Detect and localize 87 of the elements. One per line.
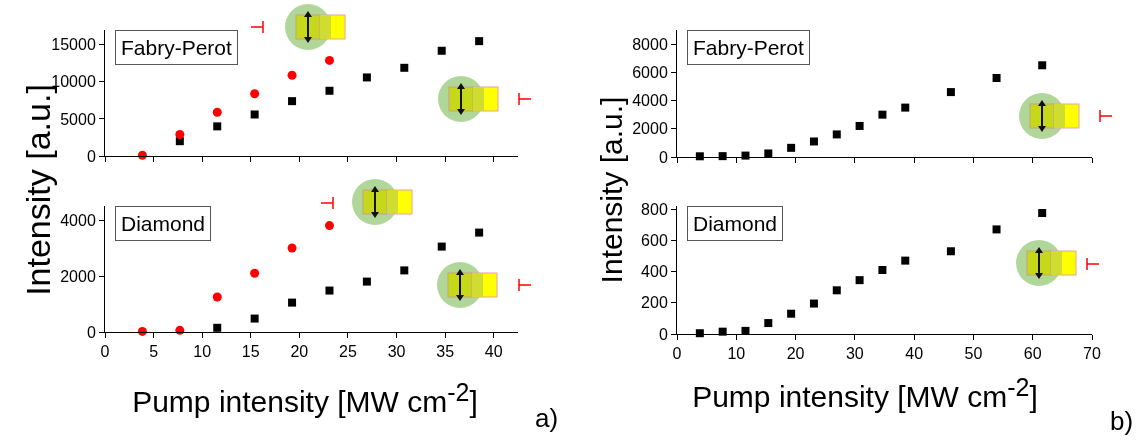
point [213, 323, 222, 332]
point [400, 63, 409, 72]
text: b) [1110, 406, 1134, 436]
annotation: Fabry-Perot [121, 36, 233, 59]
point [787, 309, 796, 318]
point [855, 121, 864, 130]
point [324, 221, 334, 231]
point [901, 103, 910, 112]
point [288, 97, 297, 106]
y-tick-label: 0 [658, 325, 668, 343]
annotation: Diamond [693, 212, 778, 235]
y-tick-label: 400 [641, 263, 668, 281]
point [878, 266, 887, 274]
x-tick-label: 10 [727, 345, 746, 363]
y-tick-label: 5000 [60, 110, 96, 128]
point [946, 88, 955, 97]
x-tick-label: 40 [484, 343, 503, 361]
point [809, 299, 818, 308]
point [437, 242, 446, 251]
y-tick-label: 200 [641, 294, 668, 312]
point [832, 130, 841, 139]
point [212, 107, 222, 117]
annotation: Fabry-Perot [693, 36, 805, 59]
point [250, 268, 260, 278]
point [212, 292, 222, 302]
point [878, 110, 887, 119]
y-tick-label: 2000 [632, 120, 668, 138]
point [250, 110, 259, 119]
point [1038, 209, 1047, 218]
point [992, 225, 1001, 234]
x-tick-label: 0 [672, 345, 682, 363]
x-tick-label: 30 [845, 345, 864, 363]
point [437, 46, 446, 55]
point [764, 149, 773, 158]
point [362, 277, 371, 286]
point [324, 55, 334, 65]
x-tick-label: 40 [905, 345, 924, 363]
point [992, 73, 1001, 82]
y-tick-label: 0 [86, 323, 96, 341]
point [901, 256, 910, 265]
text: a) [535, 403, 559, 433]
point [787, 143, 796, 152]
x-tick-label: 30 [387, 343, 406, 361]
x-tick-label: 25 [339, 343, 357, 361]
y-tick-label: 4000 [632, 92, 668, 110]
y-tick-label: 0 [86, 147, 96, 165]
x-tick-label: 0 [100, 343, 110, 361]
point [325, 286, 334, 295]
y-tick-label: 15000 [51, 36, 96, 54]
point [287, 243, 297, 253]
x-tick-label: 10 [193, 343, 212, 361]
y-tick-label: 800 [641, 200, 668, 218]
point [175, 130, 185, 140]
point [213, 122, 222, 131]
y-tick-label: 4000 [60, 211, 96, 229]
x-tick-label: 5 [149, 343, 159, 361]
x-tick-label: 60 [1023, 345, 1042, 363]
point [400, 266, 409, 275]
point [288, 298, 297, 307]
y-tick-label: 0 [658, 148, 668, 166]
x-tick-label: 15 [241, 343, 260, 361]
point [475, 228, 484, 237]
annotation: Diamond [121, 212, 206, 235]
x-tick-label: 20 [290, 343, 309, 361]
point [855, 276, 864, 285]
point [1038, 61, 1047, 70]
point [946, 247, 955, 256]
x-axis-title: Pump intensity [MW cm$^{-2}$] [692, 372, 1038, 414]
point [250, 89, 260, 99]
x-tick-label: 35 [436, 343, 455, 361]
y-axis-title: Intensity [a.u.] [595, 96, 629, 284]
point [325, 86, 334, 95]
point [832, 286, 841, 295]
x-tick-label: 20 [786, 345, 805, 363]
x-tick-label: 50 [964, 345, 983, 363]
point [250, 314, 259, 323]
point [287, 70, 297, 80]
y-tick-label: 600 [641, 231, 668, 249]
y-tick-label: 8000 [632, 35, 668, 53]
x-tick-label: 70 [1083, 345, 1101, 363]
x-axis-title: Pump intensity [MW cm$^{-2}$] [132, 377, 478, 419]
point [764, 319, 773, 328]
point [809, 137, 818, 146]
y-tick-label: 6000 [632, 63, 668, 81]
y-tick-label: 2000 [60, 267, 96, 285]
point [362, 73, 371, 82]
point [475, 37, 484, 46]
